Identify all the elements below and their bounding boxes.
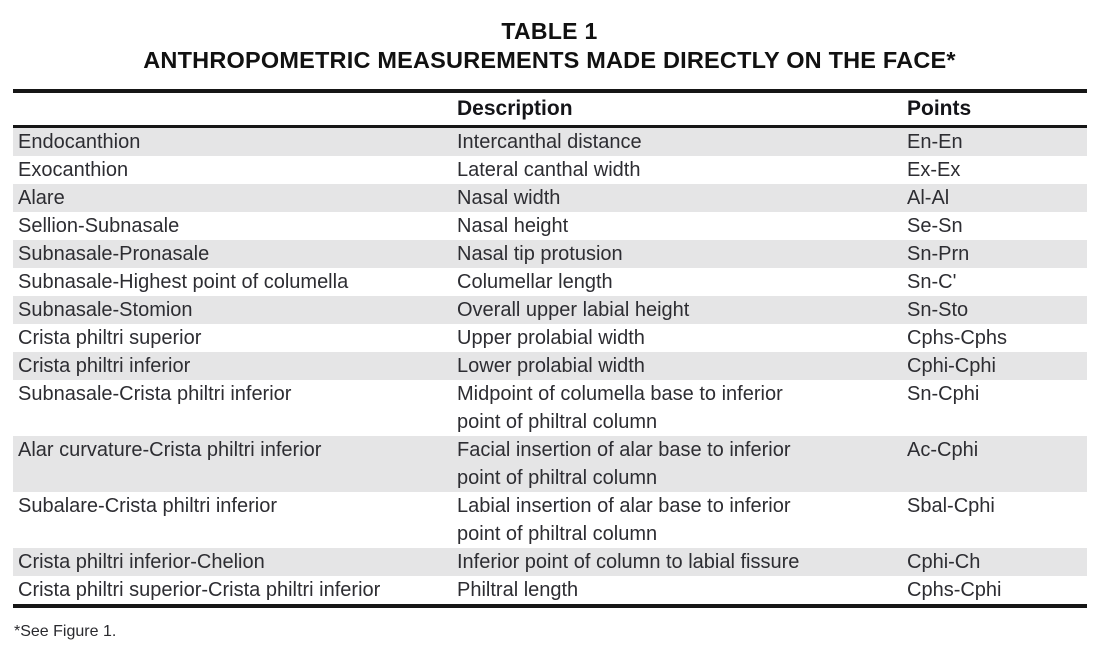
cell-measurement: Endocanthion bbox=[18, 130, 141, 153]
cell-description: Nasal height bbox=[457, 214, 569, 237]
cell-description: Columellar length bbox=[457, 270, 613, 293]
table-caption: ANTHROPOMETRIC MEASUREMENTS MADE DIRECTL… bbox=[143, 47, 956, 73]
cell-measurement: Exocanthion bbox=[18, 158, 129, 181]
cell-measurement: Crista philtri inferior bbox=[18, 354, 191, 377]
table-row: Alar curvature-Crista philtri inferior F… bbox=[13, 435, 1087, 492]
cell-description: Lateral canthal width bbox=[457, 158, 641, 181]
cell-points: Sbal-Cphi bbox=[907, 494, 995, 517]
cell-points: Al-Al bbox=[907, 186, 950, 209]
header-row: Description Points bbox=[13, 91, 1087, 128]
cell-measurement: Alar curvature-Crista philtri inferior bbox=[18, 438, 322, 461]
footnote: *See Figure 1. bbox=[14, 622, 117, 640]
cell-description: Nasal tip protusion bbox=[457, 242, 623, 265]
cell-points: Se-Sn bbox=[907, 214, 963, 237]
cell-measurement: Crista philtri inferior-Chelion bbox=[18, 550, 265, 573]
cell-measurement: Sellion-Subnasale bbox=[18, 214, 180, 237]
cell-description: Labial insertion of alar base to inferio… bbox=[457, 494, 791, 545]
table-row: Exocanthion Lateral canthal width Ex-Ex bbox=[13, 156, 1087, 184]
header-measurement bbox=[13, 91, 457, 128]
cell-points: Cphs-Cphs bbox=[907, 326, 1008, 349]
table-row: Crista philtri inferior-Chelion Inferior… bbox=[13, 547, 1087, 576]
table-row: Sellion-Subnasale Nasal height Se-Sn bbox=[13, 212, 1087, 240]
cell-description: Philtral length bbox=[457, 578, 579, 601]
cell-measurement: Alare bbox=[18, 186, 65, 209]
cell-points: Cphi-Ch bbox=[907, 550, 981, 573]
cell-points: Cphs-Cphi bbox=[907, 578, 1002, 601]
cell-description: Lower prolabial width bbox=[457, 354, 645, 377]
table-row: Crista philtri superior-Crista philtri i… bbox=[13, 576, 1087, 606]
table-row: Crista philtri inferior Lower prolabial … bbox=[13, 351, 1087, 380]
cell-points: Sn-Sto bbox=[907, 298, 969, 321]
table-row: Subnasale-Pronasale Nasal tip protusion … bbox=[13, 239, 1087, 268]
cell-points: Sn-Prn bbox=[907, 242, 970, 265]
cell-description: Intercanthal distance bbox=[457, 130, 642, 153]
table-row: Subnasale-Crista philtri inferior Midpoi… bbox=[13, 380, 1087, 436]
table-body: Endocanthion Intercanthal distance En-En… bbox=[13, 126, 1087, 606]
cell-description: Facial insertion of alar base to inferio… bbox=[457, 438, 791, 489]
cell-points: Ex-Ex bbox=[907, 158, 961, 181]
cell-points: En-En bbox=[907, 130, 963, 153]
cell-description: Overall upper labial height bbox=[457, 298, 690, 321]
table-header: Description Points bbox=[13, 91, 1087, 128]
table-title-block: TABLE 1 ANTHROPOMETRIC MEASUREMENTS MADE… bbox=[0, 0, 1099, 75]
cell-measurement: Subnasale-Crista philtri inferior bbox=[18, 382, 292, 405]
table-number: TABLE 1 bbox=[501, 18, 598, 44]
table-row: Subalare-Crista philtri inferior Labial … bbox=[13, 492, 1087, 548]
cell-points: Sn-Cphi bbox=[907, 382, 980, 405]
cell-measurement: Crista philtri superior-Crista philtri i… bbox=[18, 578, 381, 601]
measurements-table: Description Points Endocanthion Intercan… bbox=[13, 89, 1087, 608]
cell-description: Inferior point of column to labial fissu… bbox=[457, 550, 800, 573]
cell-points: Cphi-Cphi bbox=[907, 354, 996, 377]
cell-description: Upper prolabial width bbox=[457, 326, 645, 349]
header-description: Description bbox=[457, 91, 907, 128]
header-points: Points bbox=[907, 91, 1087, 128]
cell-points: Sn-C' bbox=[907, 270, 957, 293]
table-row: Alare Nasal width Al-Al bbox=[13, 183, 1087, 212]
cell-points: Ac-Cphi bbox=[907, 438, 979, 461]
cell-measurement: Crista philtri superior bbox=[18, 326, 202, 349]
table-row: Endocanthion Intercanthal distance En-En bbox=[13, 126, 1087, 156]
table-row: Subnasale-Stomion Overall upper labial h… bbox=[13, 295, 1087, 324]
table-row: Crista philtri superior Upper prolabial … bbox=[13, 324, 1087, 352]
cell-measurement: Subnasale-Pronasale bbox=[18, 242, 210, 265]
cell-description: Midpoint of columella base to inferior p… bbox=[457, 382, 783, 433]
cell-measurement: Subnasale-Highest point of columella bbox=[18, 270, 349, 293]
cell-description: Nasal width bbox=[457, 186, 561, 209]
cell-measurement: Subnasale-Stomion bbox=[18, 298, 193, 321]
table-row: Subnasale-Highest point of columella Col… bbox=[13, 268, 1087, 296]
cell-measurement: Subalare-Crista philtri inferior bbox=[18, 494, 277, 517]
